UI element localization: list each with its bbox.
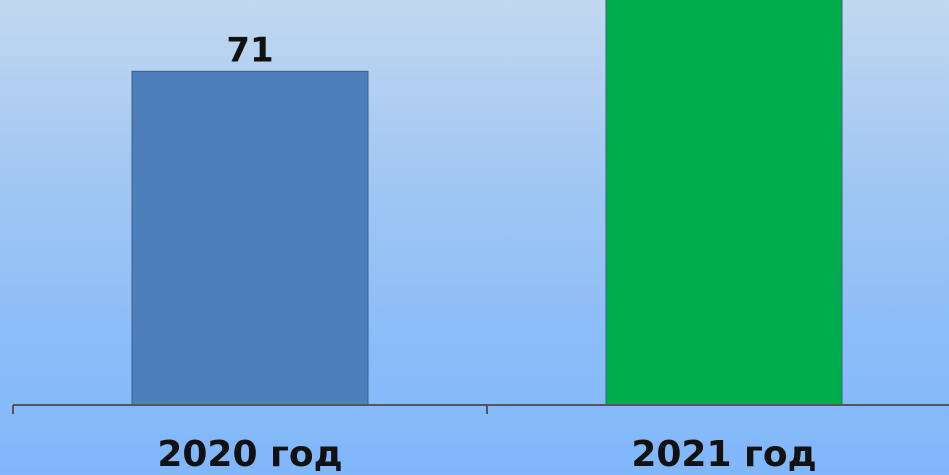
bar-value-label-1: 71 (226, 30, 273, 70)
bars-layer (131, 0, 843, 406)
x-axis (12, 404, 949, 414)
value-labels-layer: 7195.7 (226, 30, 273, 70)
bar-2 (605, 0, 843, 406)
x-tick-labels-layer: 2020 год 2021 год (157, 434, 816, 475)
x-tick-label-1: 2020 год (157, 434, 342, 475)
x-tick-label-2: 2021 год (631, 434, 816, 475)
bar-1 (131, 70, 369, 406)
